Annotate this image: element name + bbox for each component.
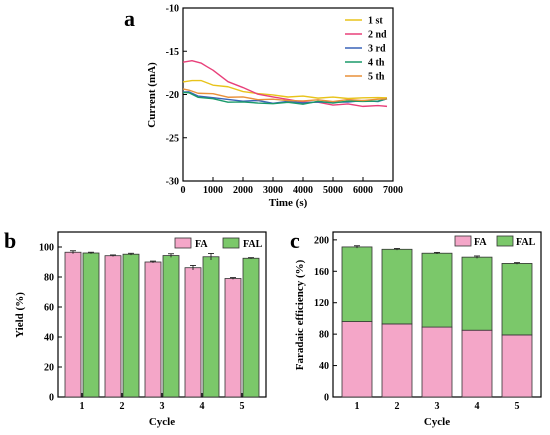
x-tick-label-c: 5 [515,401,520,412]
panel-b: b 0 20 40 60 80 100 1 2 3 4 5 FA FAL Cycle Yield (%… [4,228,267,428]
panel-label-a: a [124,6,135,31]
x-tick-label-a: 7000 [383,185,403,196]
bar-fa-2 [104,255,122,398]
y-axis-label-b: Yield (%) [14,292,26,338]
y-tick-label-c: 120 [314,298,329,309]
y-tick-label-b: 60 [44,303,54,314]
y-tick-label-a: -10 [166,4,179,15]
legend-label-5: 5 th [368,72,385,83]
y-tick-label-a: -30 [166,177,179,188]
legend-label-3: 3 rd [368,44,386,55]
x-tick-label-c: 1 [355,401,360,412]
legend-swatch-fal [496,235,514,247]
y-tick-label-c: 40 [319,361,329,372]
legend-label-fal: FAL [516,237,536,248]
y-tick-label-b: 100 [39,243,54,254]
panel-c: c 0 40 80 120 160 200 1 2 3 4 5 FA FAL Cycle Farada… [290,228,542,428]
legend-b: FA FAL [174,237,263,250]
x-tick-label-c: 2 [395,401,400,412]
legend-swatch-fal [222,237,240,249]
x-tick-label-a: 4000 [293,185,313,196]
axis-ticks-b: 0 20 40 60 80 100 1 2 3 4 5 [39,243,245,413]
y-tick-label-b: 0 [49,393,54,404]
y-tick-label-c: 160 [314,267,329,278]
series-line-4 [182,91,388,105]
legend-label-4: 4 th [368,58,385,69]
x-axis-label-a: Time (s) [269,197,308,209]
panel-label-c: c [290,228,300,253]
x-tick-label-a: 6000 [353,185,373,196]
y-tick-label-c: 200 [314,235,329,246]
x-tick-label-a: 1000 [203,185,223,196]
bar-fa-1 [64,251,82,398]
y-tick-label-b: 80 [44,273,54,284]
bar-fa-5 [224,278,242,398]
series-line-2 [182,59,388,108]
x-tick-label-a: 0 [181,185,186,196]
bars-c [341,245,533,398]
bar-fa-4 [461,329,493,398]
legend-c: FA FAL [454,235,536,248]
bar-fal-2 [381,248,413,325]
bar-fa-2 [381,323,413,398]
bar-fal-5 [242,257,260,398]
y-tick-label-b: 40 [44,333,54,344]
legend-label-fal: FAL [243,239,263,250]
legend-swatch-fa [174,237,192,249]
bar-fa-1 [341,321,373,398]
x-axis-label-c: Cycle [424,416,450,428]
x-tick-label-a: 5000 [323,185,343,196]
bar-fal-5 [501,263,533,336]
x-tick-label-c: 3 [435,401,440,412]
y-tick-label-a: -20 [166,90,179,101]
x-tick-label-a: 3000 [263,185,283,196]
y-tick-label-a: -15 [166,47,179,58]
x-tick-label-b: 4 [200,401,205,412]
bar-fal-3 [421,252,453,328]
legend-label-2: 2 nd [368,30,387,41]
panel-a: a 0 1000 2000 3000 4000 5000 6000 7000 -10 -15 -20… [124,4,403,210]
x-tick-label-b: 2 [120,401,125,412]
bar-fal-4 [461,256,493,331]
y-axis-label-a: Current (mA) [146,62,158,128]
x-axis-label-b: Cycle [149,416,175,428]
axis-ticks-c: 0 40 80 120 160 200 1 2 3 4 5 [314,235,520,412]
series-line-5 [182,88,388,103]
bar-fal-2 [122,253,140,398]
bar-fa-3 [144,261,162,398]
legend-a: 1 st 2 nd 3 rd 4 th 5 th [345,16,387,83]
legend-label-fa: FA [195,239,208,250]
legend-swatch-fa [454,235,472,247]
x-tick-label-a: 2000 [233,185,253,196]
bar-fa-4 [184,267,202,398]
bar-fal-1 [82,252,100,398]
bar-fa-3 [421,326,453,398]
bars-b [64,250,260,398]
y-tick-label-b: 20 [44,363,54,374]
x-tick-label-b: 3 [160,401,165,412]
legend-label-fa: FA [474,237,487,248]
series-lines-a [182,59,388,108]
panel-label-b: b [4,228,16,253]
y-axis-label-c: Faradaic efficiency (%) [294,259,306,370]
x-tick-label-b: 5 [240,401,245,412]
bar-fa-5 [501,334,533,398]
legend-label-1: 1 st [368,16,383,27]
axis-ticks-a: 0 1000 2000 3000 4000 5000 6000 7000 -10 -15 -20 -2… [166,4,403,197]
y-tick-label-a: -25 [166,133,179,144]
series-line-1 [182,79,388,100]
x-tick-label-c: 4 [475,401,480,412]
x-tick-label-b: 1 [80,401,85,412]
bar-fal-3 [162,255,180,398]
y-tick-label-c: 80 [319,330,329,341]
bar-fal-4 [202,256,220,398]
y-tick-label-c: 0 [324,393,329,404]
bar-fal-1 [341,246,373,322]
